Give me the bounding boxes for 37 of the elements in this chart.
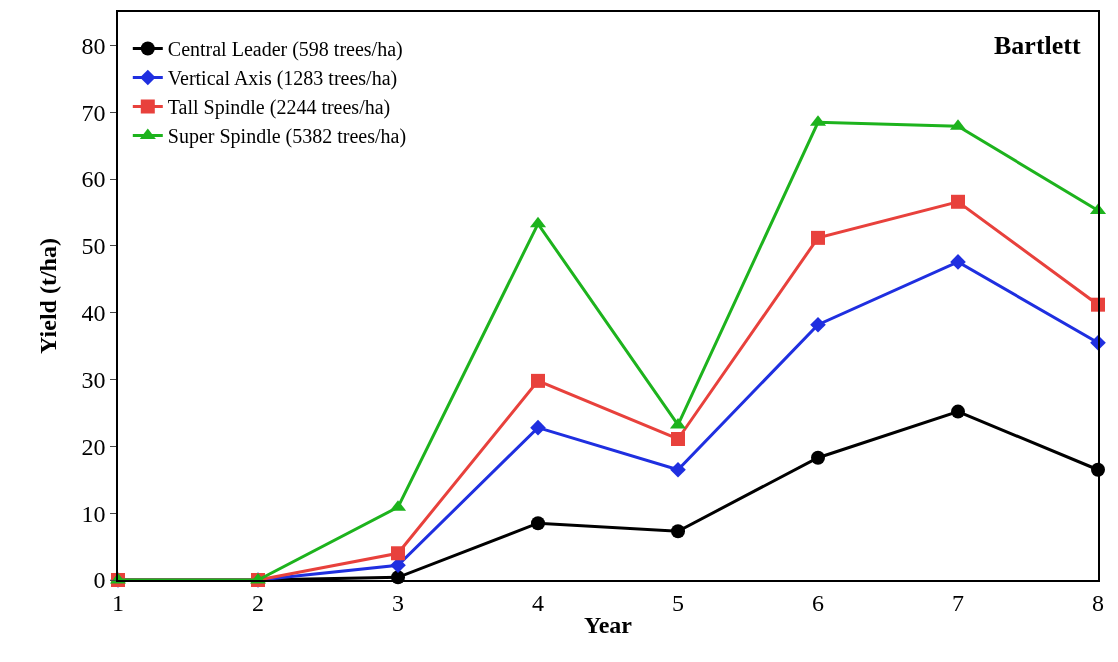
y-tick-label: 50 xyxy=(81,233,106,260)
y-tick-label: 20 xyxy=(81,433,106,460)
x-tick-label: 4 xyxy=(532,589,544,616)
x-tick-label: 7 xyxy=(952,589,964,616)
legend-label: Central Leader (598 trees/ha) xyxy=(167,38,403,62)
point xyxy=(391,546,405,561)
point xyxy=(951,194,965,209)
x-tick-label: 6 xyxy=(812,589,824,616)
point xyxy=(811,230,825,245)
annotation: Bartlett xyxy=(994,31,1081,60)
point xyxy=(950,254,966,270)
point xyxy=(671,524,685,539)
x-tick-label: 2 xyxy=(252,589,264,616)
y-tick-label: 80 xyxy=(81,32,106,59)
point xyxy=(671,432,685,446)
y-tick-label: 60 xyxy=(81,166,106,193)
legend-label: Vertical Axis (1283 trees/ha) xyxy=(167,67,398,91)
point xyxy=(811,450,825,465)
x-tick-label: 3 xyxy=(392,589,404,616)
point xyxy=(530,419,546,436)
y-tick-label: 70 xyxy=(81,99,106,126)
point xyxy=(810,316,826,333)
legend-label: Super Spindle (5382 trees/ha) xyxy=(167,125,407,149)
point xyxy=(531,516,545,531)
x-tick-label: 5 xyxy=(672,589,684,616)
point xyxy=(670,461,686,478)
y-tick-label: 30 xyxy=(81,366,106,393)
x-tick-label: 8 xyxy=(1092,589,1104,616)
legend-label: Tall Spindle (2244 trees/ha) xyxy=(167,96,391,120)
y-axis-title: Yield (t/ha) xyxy=(35,238,62,354)
point xyxy=(951,404,965,419)
y-tick-label: 40 xyxy=(81,300,106,327)
x-axis-title: Year xyxy=(584,612,633,639)
x-tick-label: 1 xyxy=(112,589,124,616)
y-tick-label: 10 xyxy=(81,500,106,527)
y-tick-label: 0 xyxy=(93,567,106,594)
point xyxy=(531,373,545,388)
